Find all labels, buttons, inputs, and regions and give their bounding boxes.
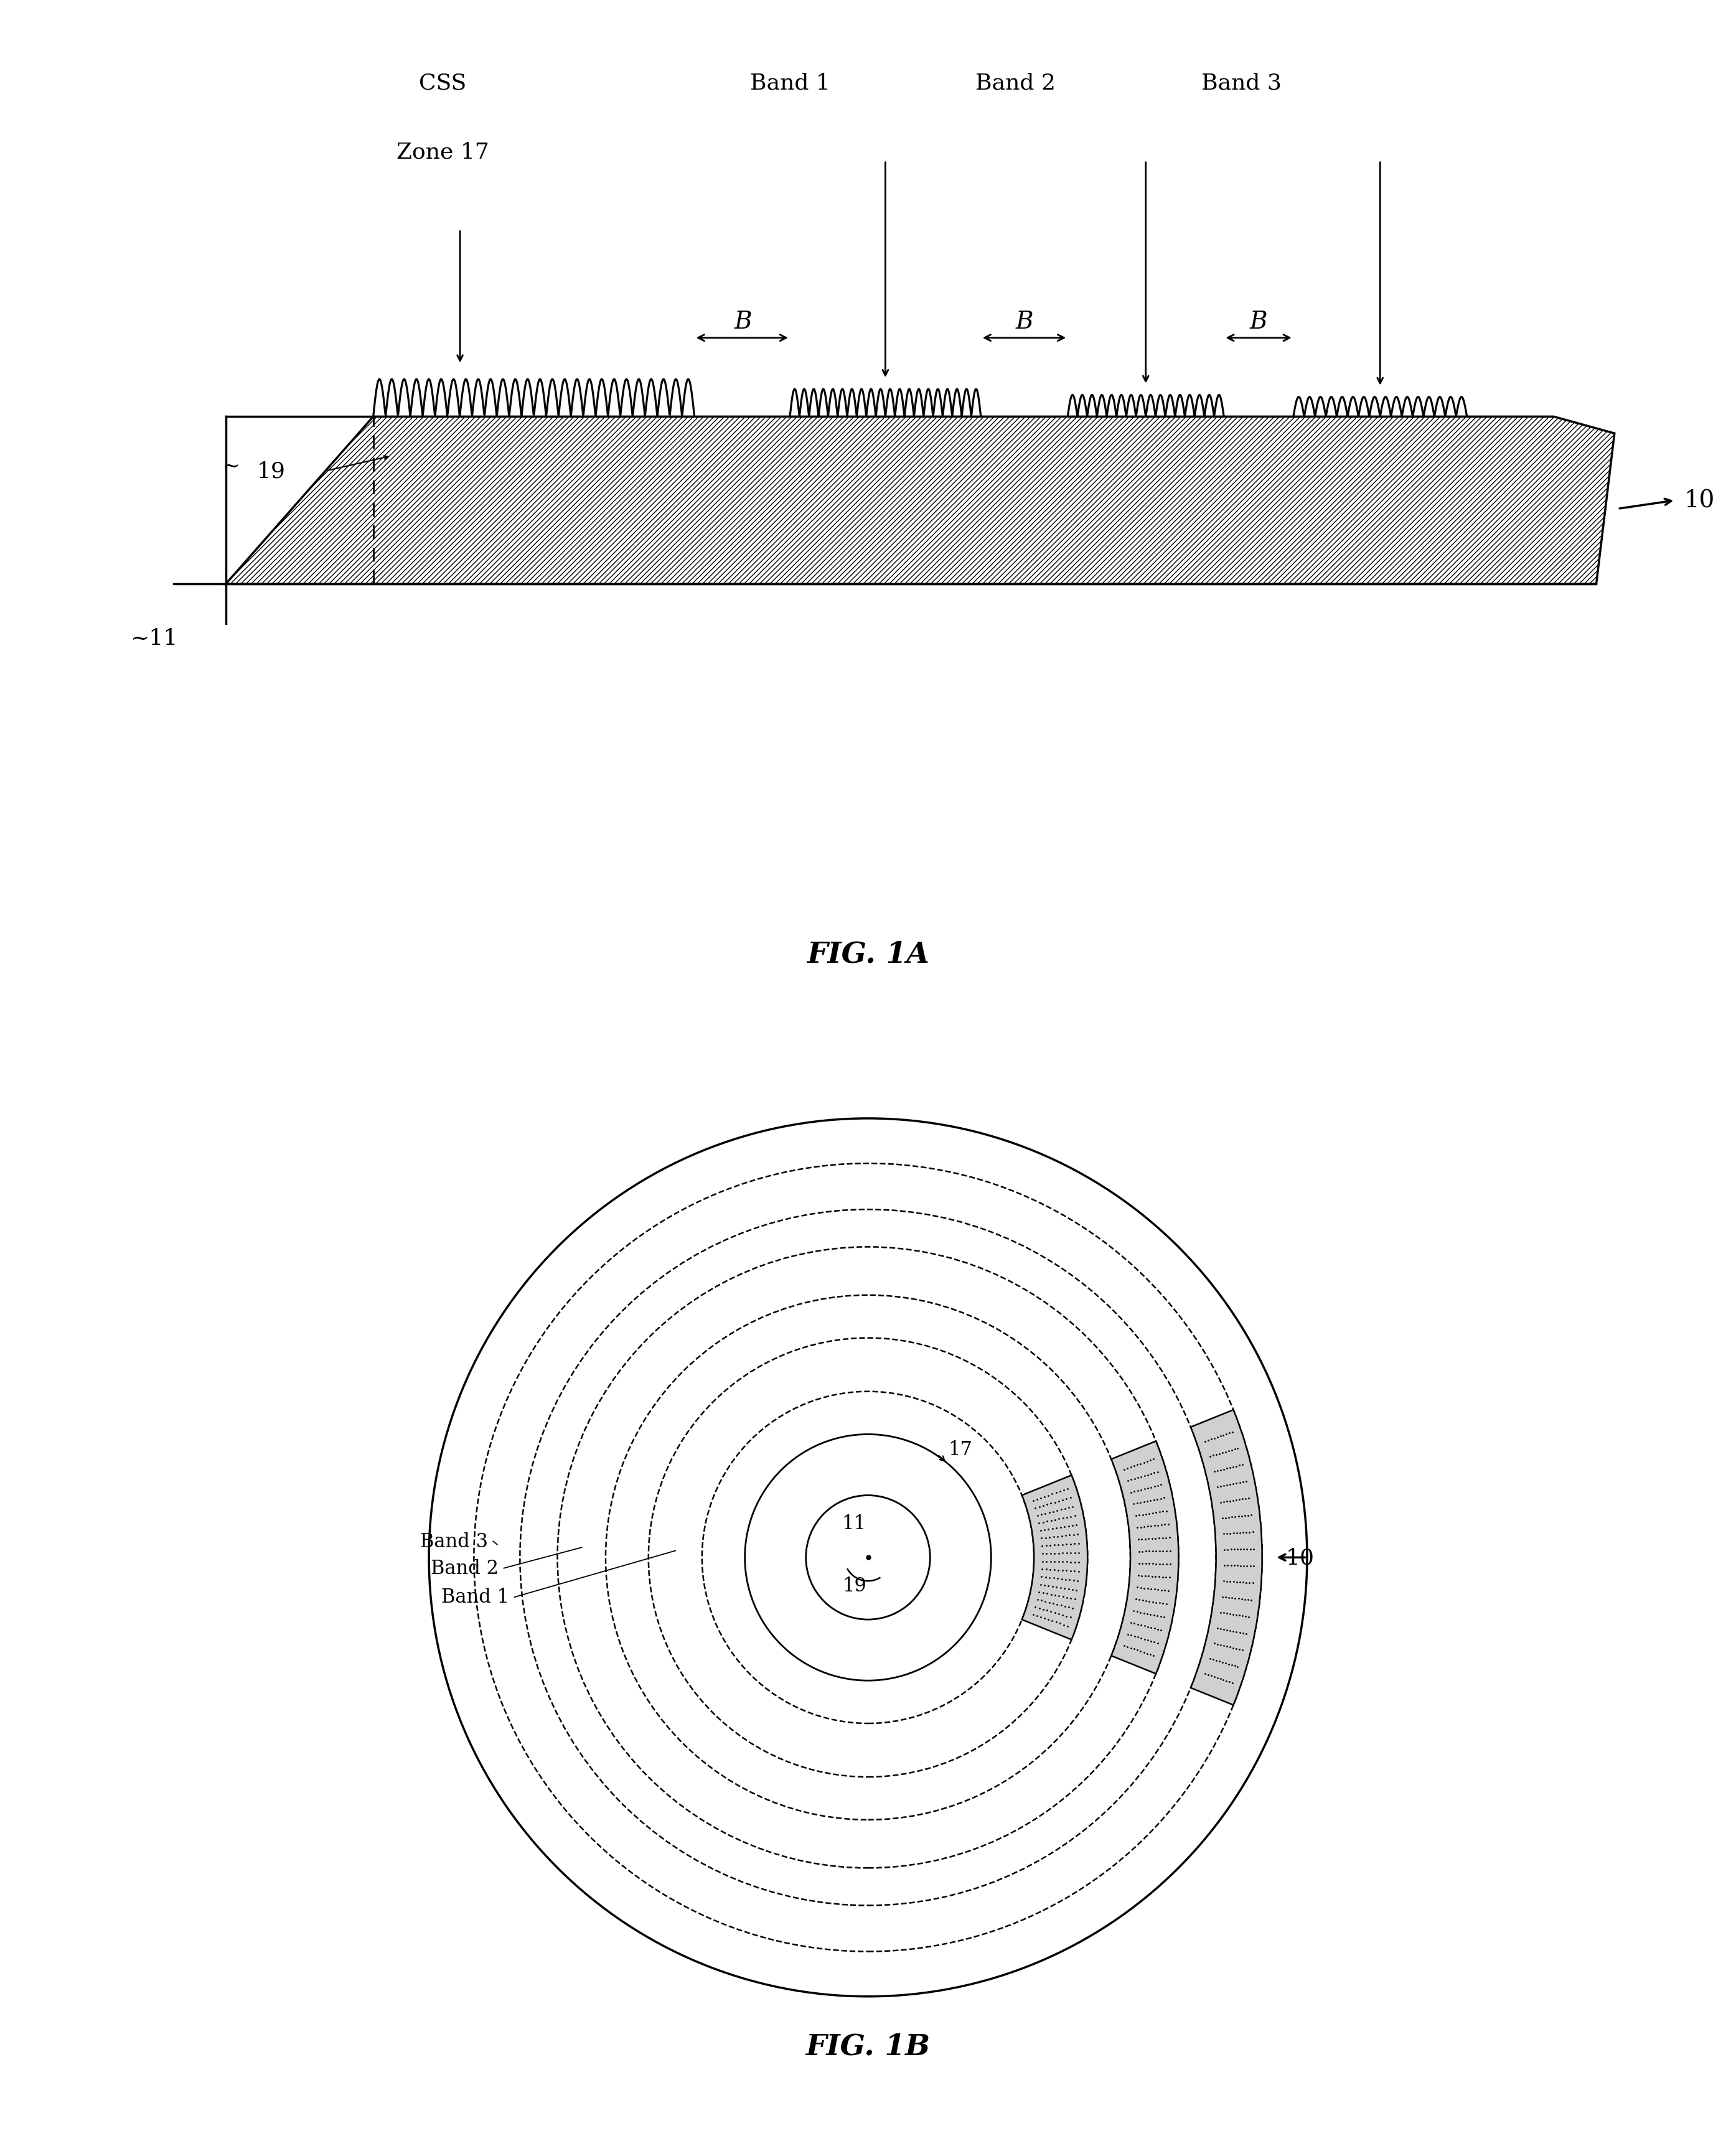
- Text: FIG. 1A: FIG. 1A: [807, 940, 929, 968]
- Text: 10: 10: [1286, 1548, 1314, 1567]
- Wedge shape: [1023, 1475, 1087, 1640]
- Text: B: B: [1250, 310, 1267, 334]
- Text: 10: 10: [1684, 490, 1715, 512]
- Text: Band 1: Band 1: [750, 73, 830, 94]
- Text: ~: ~: [222, 456, 240, 475]
- Text: Band 2: Band 2: [431, 1559, 498, 1578]
- Polygon shape: [226, 417, 1614, 584]
- Text: Zone 17: Zone 17: [396, 141, 490, 163]
- Wedge shape: [1111, 1441, 1179, 1674]
- Text: 11: 11: [842, 1514, 866, 1533]
- Text: 19: 19: [842, 1576, 866, 1595]
- Text: Band 2: Band 2: [976, 73, 1055, 94]
- Text: 17: 17: [948, 1439, 972, 1460]
- Text: 19: 19: [257, 460, 285, 482]
- Text: ~11: ~11: [130, 627, 177, 649]
- Text: Band 1: Band 1: [441, 1586, 509, 1608]
- Text: CSS: CSS: [418, 73, 467, 94]
- Text: Band 3: Band 3: [1201, 73, 1281, 94]
- Text: FIG. 1B: FIG. 1B: [806, 2032, 930, 2060]
- Text: Band 3: Band 3: [420, 1531, 488, 1552]
- Text: B: B: [1016, 310, 1033, 334]
- Wedge shape: [1191, 1411, 1262, 1704]
- Text: B: B: [734, 310, 752, 334]
